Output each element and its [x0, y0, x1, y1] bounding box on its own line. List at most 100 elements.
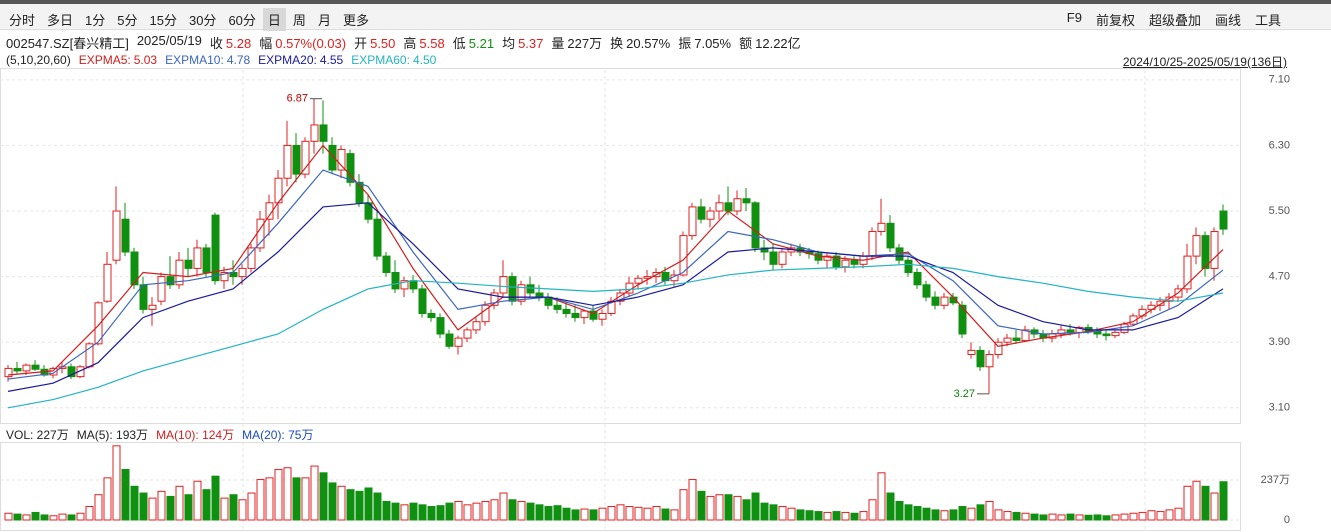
period-tab[interactable]: 月 — [317, 13, 331, 28]
candle-body — [472, 321, 481, 331]
volume-bar — [76, 512, 85, 521]
volume-bar — [634, 506, 643, 521]
tool-button[interactable]: F9 — [1066, 10, 1082, 25]
volume-bar — [787, 507, 796, 521]
legend-name: EXPMA10: — [165, 53, 224, 67]
period-tab[interactable]: 多日 — [47, 13, 74, 28]
vol-legend: VOL: 227万 MA(5): 193万 MA(10): 124万 MA(20): … — [6, 426, 313, 443]
legend-item: EXPMA60: 4.50 — [351, 53, 436, 67]
candle-body — [931, 296, 940, 306]
quote-item: 收 5.28 — [210, 33, 251, 52]
volume-bar — [751, 492, 760, 521]
candle-body — [688, 206, 697, 237]
volume-bar — [886, 492, 895, 521]
candle-body — [346, 153, 355, 183]
legend-value: 4.78 — [226, 53, 251, 67]
volume-bar — [364, 487, 373, 521]
period-tab[interactable]: 5分 — [117, 13, 138, 28]
volume-bar — [553, 505, 562, 521]
vol-legend-item: MA(20): 75万 — [242, 428, 314, 442]
volume-bar — [238, 499, 247, 521]
candle-body — [238, 267, 247, 278]
candle-body — [1156, 300, 1165, 306]
candle-body — [1012, 337, 1021, 342]
volume-bar — [49, 515, 58, 521]
candle-body — [634, 277, 643, 284]
candle-body — [1192, 235, 1201, 257]
volume-bar — [868, 499, 877, 521]
volume-bar — [688, 479, 697, 521]
ma-line — [7, 263, 1224, 409]
candle-body — [1210, 231, 1219, 269]
quote-label: 高 — [403, 36, 417, 51]
candle-body — [94, 302, 103, 345]
candle-body — [1057, 329, 1066, 335]
volume-bar — [1138, 511, 1147, 521]
candle-body — [517, 284, 526, 302]
volume-bar — [949, 509, 958, 521]
period-tab[interactable]: 周 — [292, 13, 306, 28]
volume-bar — [679, 489, 688, 521]
volume-bar — [355, 490, 364, 521]
candle-body — [868, 231, 877, 257]
volume-bar — [175, 485, 184, 521]
volume-bar — [922, 507, 931, 521]
candle-body — [1066, 329, 1075, 333]
y-tick-label: 0 — [1284, 514, 1290, 526]
period-tab[interactable]: 1分 — [85, 13, 106, 28]
candle-body — [13, 367, 22, 372]
volume-bar — [517, 500, 526, 521]
candle-body — [490, 292, 499, 306]
candle-body — [1129, 315, 1138, 325]
candle-body — [130, 251, 139, 286]
tool-button[interactable]: 工具 — [1254, 13, 1281, 28]
period-tab[interactable]: 15分 — [149, 13, 177, 28]
y-tick-label: 3.90 — [1269, 336, 1290, 348]
period-tab[interactable]: 分时 — [9, 13, 36, 28]
volume-bar — [319, 472, 328, 521]
ma-line — [7, 169, 1224, 380]
period-tab[interactable]: 60分 — [228, 13, 256, 28]
volume-bar — [526, 502, 535, 521]
quote-label: 均 — [502, 36, 516, 51]
quote-value: 5.28 — [225, 36, 252, 51]
candle-body — [337, 149, 346, 171]
volume-bar — [796, 509, 805, 521]
tool-button[interactable]: 画线 — [1214, 13, 1241, 28]
candle-body — [391, 272, 400, 290]
candle-body — [742, 198, 751, 204]
volume-bar — [202, 489, 211, 521]
vol-frame — [0, 442, 1241, 531]
period-tab[interactable]: 更多 — [342, 13, 369, 28]
volume-bar — [31, 511, 40, 521]
volume-bar — [724, 494, 733, 521]
ma-params: (5,10,20,60) — [6, 53, 71, 67]
volume-bar — [1129, 512, 1138, 521]
volume-bar — [661, 508, 670, 521]
candle-body — [112, 210, 121, 261]
tool-button[interactable]: 前复权 — [1095, 13, 1135, 28]
tool-button[interactable]: 超级叠加 — [1148, 13, 1201, 28]
volume-bar — [40, 514, 49, 521]
volume-bar — [958, 506, 967, 521]
volume-bar — [292, 477, 301, 521]
candle-body — [193, 247, 202, 269]
period-tab[interactable]: 日 — [262, 8, 286, 31]
volume-bar — [310, 465, 319, 521]
volume-bar — [1030, 513, 1039, 521]
candle-body — [697, 206, 706, 220]
volume-bar — [274, 468, 283, 521]
candle-body — [913, 272, 922, 286]
date-range[interactable]: 2024/10/25-2025/05/19(136日) — [1122, 55, 1287, 69]
volume-bar — [193, 480, 202, 521]
period-tab[interactable]: 30分 — [188, 13, 217, 28]
volume-bar — [265, 477, 274, 521]
volume-bar — [130, 485, 139, 521]
volume-bar — [148, 497, 157, 521]
quote-label: 量 — [551, 36, 565, 51]
candle-body — [1120, 323, 1129, 333]
quote-item: 换 20.57% — [610, 33, 670, 52]
candle-body — [589, 310, 598, 320]
candle-body — [283, 144, 292, 179]
